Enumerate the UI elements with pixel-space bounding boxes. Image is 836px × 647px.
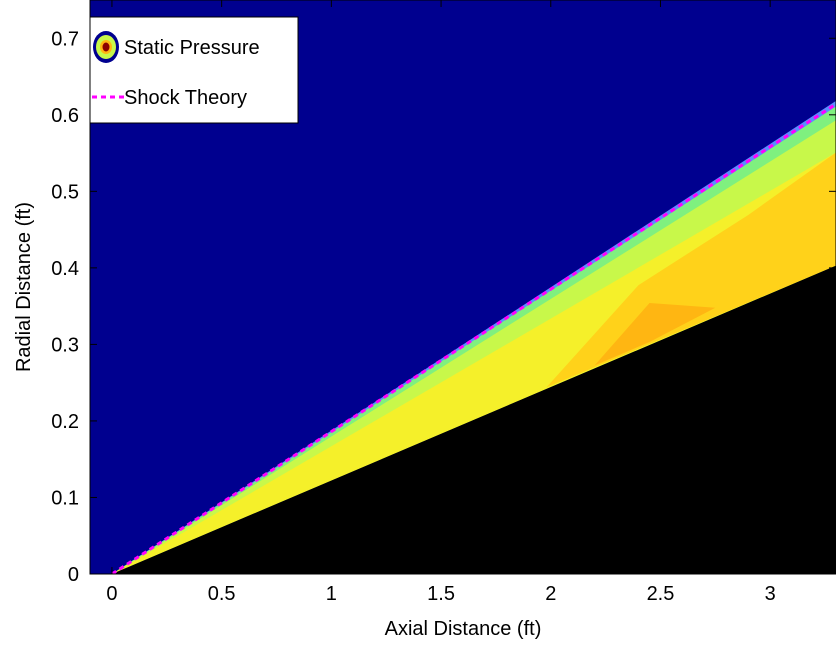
x-tick-label: 3 bbox=[765, 583, 776, 605]
x-tick-label: 1 bbox=[326, 583, 337, 605]
y-tick-label: 0 bbox=[68, 564, 79, 586]
legend-label-static-pressure: Static Pressure bbox=[124, 37, 260, 59]
y-tick-label: 0.7 bbox=[51, 28, 79, 50]
y-tick-label: 0.1 bbox=[51, 487, 79, 509]
y-tick-label: 0.2 bbox=[51, 411, 79, 433]
x-tick-label: 2 bbox=[545, 583, 556, 605]
y-tick-label: 0.3 bbox=[51, 334, 79, 356]
x-axis-label: Axial Distance (ft) bbox=[385, 618, 542, 640]
plot-area bbox=[90, 0, 836, 574]
x-axis-ticks: 0 0.5 1 1.5 2 2.5 3 bbox=[106, 0, 776, 605]
legend-swatch-static-pressure bbox=[93, 31, 119, 63]
x-tick-label: 0.5 bbox=[208, 583, 236, 605]
contour-band-orange bbox=[546, 152, 836, 388]
contour-band-green bbox=[111, 106, 836, 574]
contour-band-darkorange bbox=[594, 303, 716, 366]
y-tick-label: 0.6 bbox=[51, 105, 79, 127]
contour-band-lightgreen bbox=[111, 120, 836, 574]
legend: Static Pressure Shock Theory bbox=[89, 16, 299, 124]
y-tick-label: 0.4 bbox=[51, 258, 79, 280]
legend-box bbox=[89, 16, 299, 124]
y-axis-ticks: 0 0.1 0.2 0.3 0.4 0.5 0.6 0.7 bbox=[51, 28, 836, 586]
x-tick-label: 0 bbox=[106, 583, 117, 605]
contour-band-yellow bbox=[111, 152, 836, 574]
cone-body bbox=[111, 265, 836, 574]
y-tick-label: 0.5 bbox=[51, 181, 79, 203]
y-axis-label: Radial Distance (ft) bbox=[13, 202, 35, 372]
axes-frame bbox=[89, 0, 836, 575]
x-tick-label: 1.5 bbox=[427, 583, 455, 605]
x-tick-label: 2.5 bbox=[647, 583, 675, 605]
legend-label-shock-theory: Shock Theory bbox=[124, 87, 247, 109]
